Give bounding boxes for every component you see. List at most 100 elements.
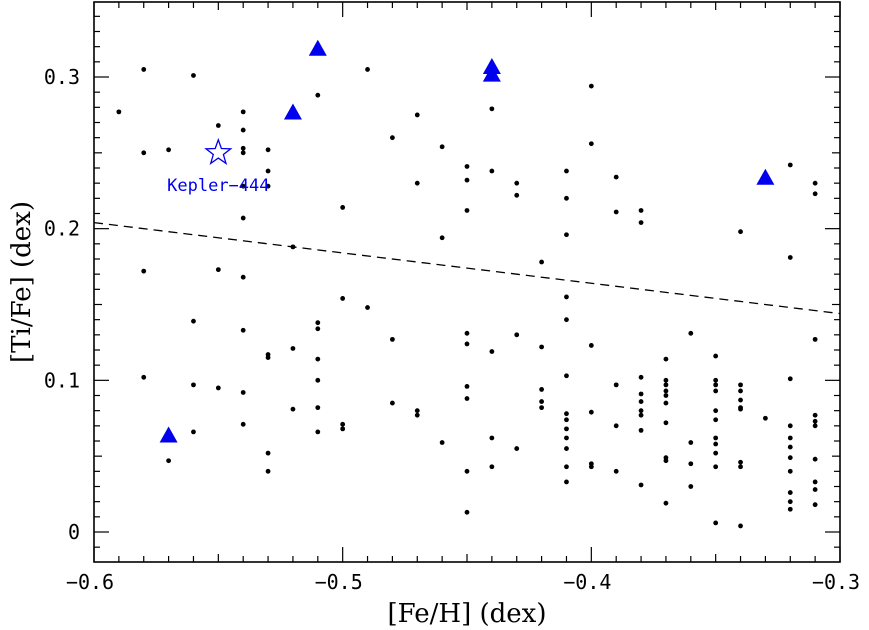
data-point [141, 268, 147, 274]
data-point [191, 429, 196, 435]
data-point [564, 411, 569, 417]
data-point [265, 183, 271, 189]
data-point [688, 440, 694, 445]
data-point [812, 456, 818, 462]
data-point [439, 235, 445, 241]
data-point [240, 421, 246, 427]
data-point [588, 409, 594, 415]
data-point [738, 388, 743, 394]
data-point [290, 346, 296, 351]
data-point [812, 479, 818, 485]
data-point [414, 408, 420, 414]
data-point [713, 464, 719, 470]
data-point [215, 267, 221, 273]
chart-marks: Kepler−444 [93, 39, 841, 529]
data-point [564, 426, 569, 432]
data-point [414, 412, 420, 418]
data-point [812, 336, 818, 342]
kepler-444-label: Kepler−444 [167, 176, 269, 196]
data-point [638, 482, 644, 488]
triangle-point [159, 426, 178, 443]
data-point [340, 296, 346, 301]
data-point [738, 406, 743, 412]
data-point [464, 509, 470, 515]
data-point [713, 408, 719, 414]
data-point [265, 468, 271, 474]
data-point [365, 305, 370, 310]
data-point [514, 332, 520, 338]
data-point [713, 520, 719, 526]
data-point [390, 135, 395, 141]
data-point [315, 326, 321, 332]
data-point [713, 450, 719, 456]
data-point [390, 400, 395, 406]
data-point [613, 468, 619, 474]
data-point [663, 382, 669, 388]
data-point [663, 356, 669, 362]
data-point [240, 127, 246, 133]
data-point [464, 341, 470, 347]
data-point [663, 420, 669, 426]
data-point [787, 376, 793, 382]
data-point [812, 487, 818, 492]
data-point [787, 455, 793, 461]
data-point [812, 418, 818, 424]
data-point [688, 461, 694, 467]
data-point [290, 244, 296, 250]
y-tick-label: 0.2 [44, 217, 80, 241]
data-point [464, 396, 470, 401]
data-point [464, 177, 470, 183]
data-point [713, 435, 719, 441]
data-point [638, 427, 644, 433]
data-point [588, 141, 594, 147]
data-point [638, 391, 644, 397]
data-point [215, 385, 221, 391]
data-point [713, 377, 719, 383]
data-point [265, 147, 271, 153]
data-point [315, 356, 321, 362]
data-point [638, 374, 644, 380]
x-tick-label: −0.5 [315, 570, 363, 594]
data-point [240, 274, 246, 280]
data-point [240, 390, 246, 395]
data-point [489, 435, 495, 441]
data-point [738, 459, 743, 465]
data-point [738, 397, 743, 403]
data-point [638, 408, 644, 414]
data-point [812, 412, 818, 418]
data-point [812, 180, 818, 186]
data-point [787, 490, 793, 495]
star-point [204, 137, 233, 165]
data-point [663, 458, 669, 464]
data-point [464, 208, 470, 213]
x-tick-label: −0.6 [66, 570, 114, 594]
data-point [141, 374, 147, 380]
data-point [713, 353, 719, 359]
data-point [539, 387, 544, 392]
data-point [787, 255, 793, 260]
data-point [489, 168, 495, 174]
data-point [787, 423, 793, 429]
data-point [390, 336, 395, 342]
data-point [489, 464, 495, 470]
triangle-point [756, 168, 775, 185]
data-point [613, 382, 619, 388]
data-point [439, 440, 445, 445]
data-point [340, 205, 346, 210]
data-point [240, 109, 246, 115]
data-point [738, 229, 743, 235]
data-point [564, 294, 569, 300]
y-tick-label: 0.1 [44, 368, 80, 392]
data-point [315, 377, 321, 383]
data-point [315, 405, 321, 411]
data-point [191, 318, 196, 324]
data-point [564, 417, 569, 423]
data-point [787, 499, 793, 505]
data-point [116, 109, 122, 115]
data-point [564, 168, 569, 174]
data-point [763, 415, 768, 421]
data-point [240, 145, 246, 151]
data-point [638, 220, 644, 226]
triangle-point [283, 103, 302, 120]
